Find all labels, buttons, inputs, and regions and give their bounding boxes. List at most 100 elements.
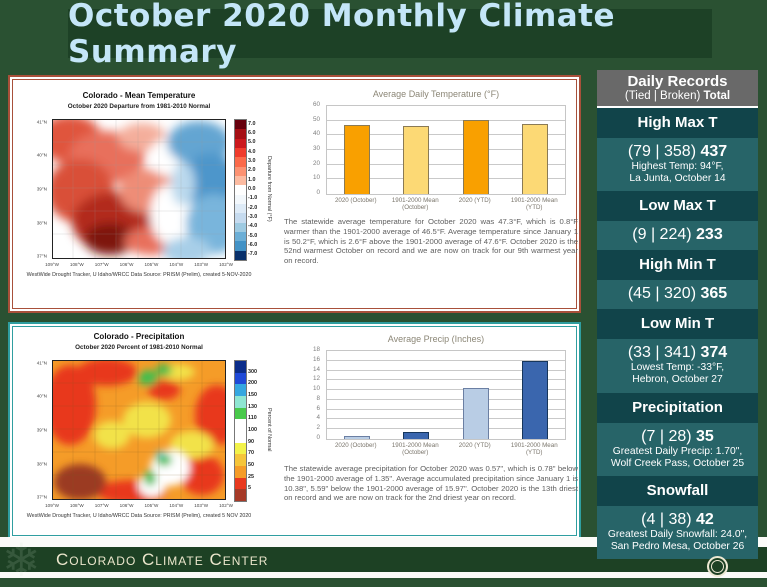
colorbar-cell [235, 442, 246, 455]
colorbar-cell [235, 185, 246, 195]
colorbar-cell [235, 477, 246, 490]
record-section-header: Snowfall [597, 475, 758, 506]
lon-tick-label: 104°W [169, 262, 184, 267]
chart-gridline [327, 428, 565, 430]
y-axis-tick-label: 2 [316, 424, 320, 432]
daily-records-header: Daily Records (Tied | Broken) Total [597, 70, 758, 108]
csu-seal-icon [707, 556, 728, 577]
lon-tick-label: 106°W [119, 503, 134, 508]
colorado-precip-map-image [52, 360, 226, 500]
record-total: 42 [696, 510, 714, 528]
colorbar-cell [235, 407, 246, 420]
map-title: Colorado - Precipitation [93, 332, 185, 341]
record-section-header: Precipitation [597, 392, 758, 423]
map-lat-axis: 41°N 40°N 39°N 38°N 37°N [22, 119, 50, 259]
colorbar-cell [235, 203, 246, 214]
record-detail: Lowest Temp: -33°F, [630, 362, 725, 374]
colorbar-tick-label: 200 [248, 380, 257, 387]
record-total: 233 [696, 226, 723, 244]
x-axis-category-label: 2020 (YTD) [458, 442, 491, 449]
colorbar-tick-label: 5 [248, 485, 251, 492]
record-section-body: (7 | 28) 35 Greatest Daily Precip: 1.70",… [597, 422, 758, 476]
record-section-body: (4 | 38) 42 Greatest Daily Snowfall: 24.0… [597, 505, 758, 560]
y-axis-tick-label: 6 [316, 404, 320, 412]
temp-colorbar-labels: 7.0 6.0 5.0 4.0 3.0 2.0 1.0 0.0 -1.0 -2.0 -3.0 -4.0… [248, 119, 270, 259]
chart-plot-area [326, 350, 566, 440]
lat-tick-label: 40°N [36, 152, 47, 158]
lon-tick-label: 108°W [69, 262, 84, 267]
x-axis-category-label: 1901-2000 Mean (October) [391, 197, 439, 212]
chart-gridline [327, 134, 565, 136]
daily-records-title: Daily Records [627, 73, 728, 90]
record-detail: San Pedro Mesa, October 26 [610, 540, 745, 552]
x-axis-category-label: 2020 (YTD) [458, 197, 491, 204]
lat-tick-label: 41°N [36, 360, 47, 366]
colorbar-tick-label: 70 [248, 450, 254, 457]
precipitation-summary-text: The statewide average precipitation for … [284, 464, 578, 503]
lon-tick-label: 103°W [194, 262, 209, 267]
colorbar-cell [235, 138, 246, 148]
lat-tick-label: 39°N [36, 427, 47, 433]
record-section-header: Low Min T [597, 309, 758, 340]
record-section-header: High Min T [597, 250, 758, 281]
chart-title: Average Daily Temperature (°F) [372, 89, 500, 99]
map-subtitle: October 2020 Percent of 1981-2010 Normal [75, 344, 203, 351]
precip-colorbar-labels: 300 200 150 130 110 100 90 70 50 25 5 [248, 360, 270, 500]
lat-tick-label: 37°N [36, 253, 47, 259]
colorbar-cell [235, 120, 246, 130]
colorbar-tick-label: 2.0 [248, 167, 256, 174]
chart-bar [462, 388, 489, 439]
colorbar-tick-label: 0.0 [248, 186, 256, 192]
record-value: (7 | 28) 35 [641, 427, 714, 445]
y-axis-tick-label: 18 [312, 346, 320, 353]
record-detail: Wolf Creek Pass, October 25 [610, 457, 745, 469]
y-axis-tick-label: 50 [312, 115, 320, 123]
colorbar-tick-label: 1.0 [248, 176, 256, 183]
chart-gridline [327, 408, 565, 410]
colorbar-tick-label: -5.0 [248, 232, 258, 239]
chart-title: Average Precip (Inches) [387, 334, 485, 344]
divider-band-bottom [0, 572, 767, 578]
colorbar-cell [235, 166, 246, 176]
lon-tick-label: 109°W [45, 262, 59, 267]
footer-org-name: Colorado Climate Center [56, 549, 269, 569]
x-axis-category-label: 1901-2000 Mean (YTD) [510, 197, 558, 212]
colorbar-tick-label: 130 [248, 403, 257, 410]
colorbar-tick-label: -3.0 [248, 214, 258, 220]
colorbar-cell [235, 231, 246, 242]
chart-plot-area [326, 105, 566, 195]
colorbar-cell [235, 419, 246, 432]
lon-tick-label: 105°W [144, 503, 159, 508]
chart-gridline [327, 359, 565, 361]
lon-tick-label: 102°W [219, 262, 233, 267]
record-total: 365 [700, 285, 728, 303]
lon-tick-label: 104°W [169, 503, 184, 508]
y-axis-tick-label: 0 [316, 189, 320, 196]
colorbar-cell [235, 250, 246, 260]
record-detail: Greatest Daily Precip: 1.70", [612, 445, 743, 457]
lat-tick-label: 40°N [36, 393, 47, 399]
colorbar-tick-label: 6.0 [248, 130, 256, 136]
temperature-panel: Colorado - Mean Temperature October 2020… [8, 75, 581, 313]
temperature-summary-text: The statewide average temperature for Oc… [284, 217, 578, 266]
lon-tick-label: 106°W [119, 262, 134, 267]
record-section-body: (9 | 224) 233 [597, 221, 758, 251]
colorbar-cell [235, 194, 246, 204]
chart-gridline [327, 149, 565, 150]
colorbar-cell [235, 454, 246, 467]
record-total: 35 [696, 427, 714, 445]
chart-bar [343, 436, 370, 439]
colorbar-cell [235, 147, 246, 158]
chart-bar [522, 360, 549, 439]
lat-tick-label: 38°N [36, 220, 47, 226]
lat-tick-label: 39°N [36, 186, 47, 192]
colorbar-tick-label: -1.0 [248, 195, 258, 202]
map-lat-axis: 41°N 40°N 39°N 38°N 37°N [22, 360, 50, 500]
colorbar-tick-label: 100 [248, 427, 257, 433]
daily-records-subtitle: (Tied | Broken) Total [624, 90, 731, 102]
chart-gridline [327, 369, 565, 371]
chart-bar [522, 124, 549, 194]
record-detail: Hebron, October 27 [632, 374, 723, 386]
colorbar-cell [235, 129, 246, 139]
colorbar-tick-label: 90 [248, 438, 254, 445]
